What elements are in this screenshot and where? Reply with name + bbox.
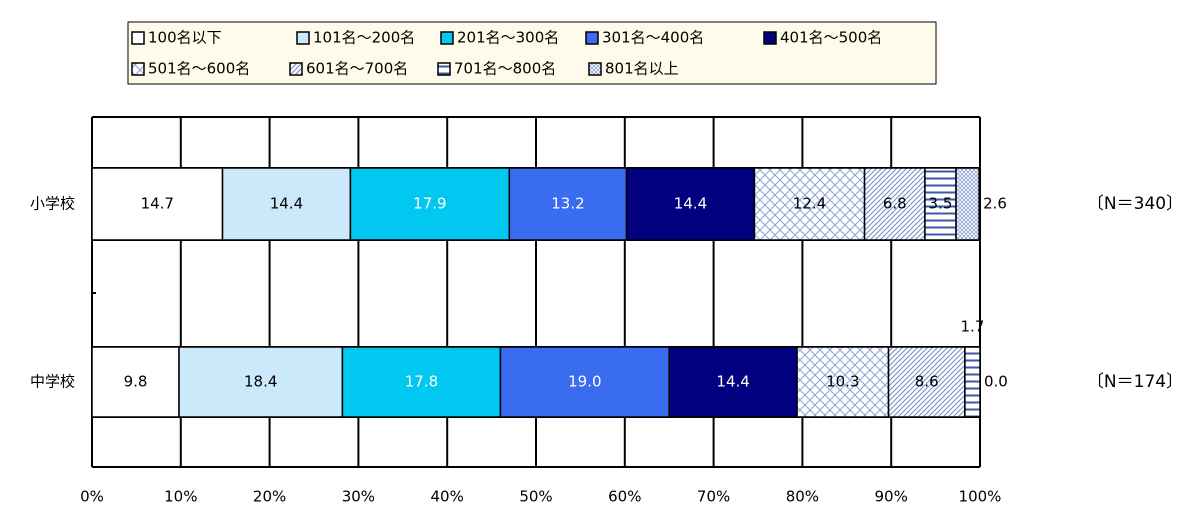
- bar-segment: [349, 167, 511, 241]
- value-label: 2.6: [983, 195, 1007, 213]
- x-tick-label: 90%: [875, 488, 908, 506]
- value-label: 1.7: [961, 318, 985, 336]
- bar-segment: [625, 167, 756, 241]
- legend-label: 101名～200名: [313, 29, 415, 47]
- legend-swatch: [131, 31, 145, 45]
- category-label: 小学校: [30, 195, 75, 213]
- bar-segment: [91, 346, 180, 418]
- legend-label: 501名～600名: [148, 60, 250, 78]
- x-tick-label: 40%: [431, 488, 464, 506]
- value-label: 3.5: [929, 195, 953, 213]
- x-tick-label: 100%: [959, 488, 1002, 506]
- n-annotation: 〔N＝340〕: [1087, 194, 1183, 214]
- value-label: 14.4: [716, 373, 749, 391]
- x-tick-label: 20%: [253, 488, 286, 506]
- value-label: 14.4: [270, 195, 303, 213]
- legend-swatch: [585, 31, 599, 45]
- bar-segment: [887, 346, 966, 418]
- bar-segment: [796, 346, 890, 418]
- value-label: 6.8: [883, 195, 907, 213]
- value-label: 8.6: [915, 373, 939, 391]
- legend-label: 801名以上: [605, 60, 679, 78]
- bar-segment: [341, 346, 502, 418]
- bar-segment: [221, 167, 352, 241]
- value-label: 17.8: [405, 373, 438, 391]
- bar-segment: [178, 346, 344, 418]
- value-label: 10.3: [826, 373, 859, 391]
- legend-swatch: [440, 31, 454, 45]
- bar-segment: [964, 346, 981, 418]
- bar-segment: [753, 167, 866, 241]
- bar-segment: [499, 346, 670, 418]
- legend-box: [127, 21, 937, 85]
- legend-swatch: [763, 31, 777, 45]
- legend-swatch: [131, 62, 145, 76]
- value-label: 0.0: [984, 373, 1008, 391]
- x-tick-label: 80%: [786, 488, 819, 506]
- legend-label: 201名～300名: [457, 29, 559, 47]
- value-label: 17.9: [413, 195, 446, 213]
- x-tick-label: 30%: [342, 488, 375, 506]
- bar-segment: [668, 346, 798, 418]
- legend-swatch: [588, 62, 602, 76]
- legend-label: 100名以下: [148, 29, 222, 47]
- legend-swatch: [296, 31, 310, 45]
- value-label: 13.2: [551, 195, 584, 213]
- category-label: 中学校: [30, 373, 75, 391]
- x-tick-label: 10%: [164, 488, 197, 506]
- value-label: 9.8: [124, 373, 148, 391]
- n-annotation: 〔N＝174〕: [1087, 372, 1183, 392]
- value-label: 14.4: [674, 195, 707, 213]
- value-label: 14.7: [141, 195, 174, 213]
- x-tick-label: 0%: [80, 488, 104, 506]
- bar-segment: [863, 167, 926, 241]
- x-tick-label: 70%: [697, 488, 730, 506]
- bar-segment: [91, 167, 224, 241]
- x-tick-label: 50%: [519, 488, 552, 506]
- value-label: 19.0: [568, 373, 601, 391]
- legend-label: 401名～500名: [780, 29, 882, 47]
- legend-swatch: [289, 62, 303, 76]
- legend-label: 301名～400名: [602, 29, 704, 47]
- value-label: 12.4: [793, 195, 826, 213]
- value-label: 18.4: [244, 373, 277, 391]
- bar-segment: [508, 167, 628, 241]
- bar-segment: [955, 167, 980, 241]
- x-tick-label: 60%: [608, 488, 641, 506]
- legend-label: 701名～800名: [454, 60, 556, 78]
- legend-swatch: [437, 62, 451, 76]
- legend-label: 601名～700名: [306, 60, 408, 78]
